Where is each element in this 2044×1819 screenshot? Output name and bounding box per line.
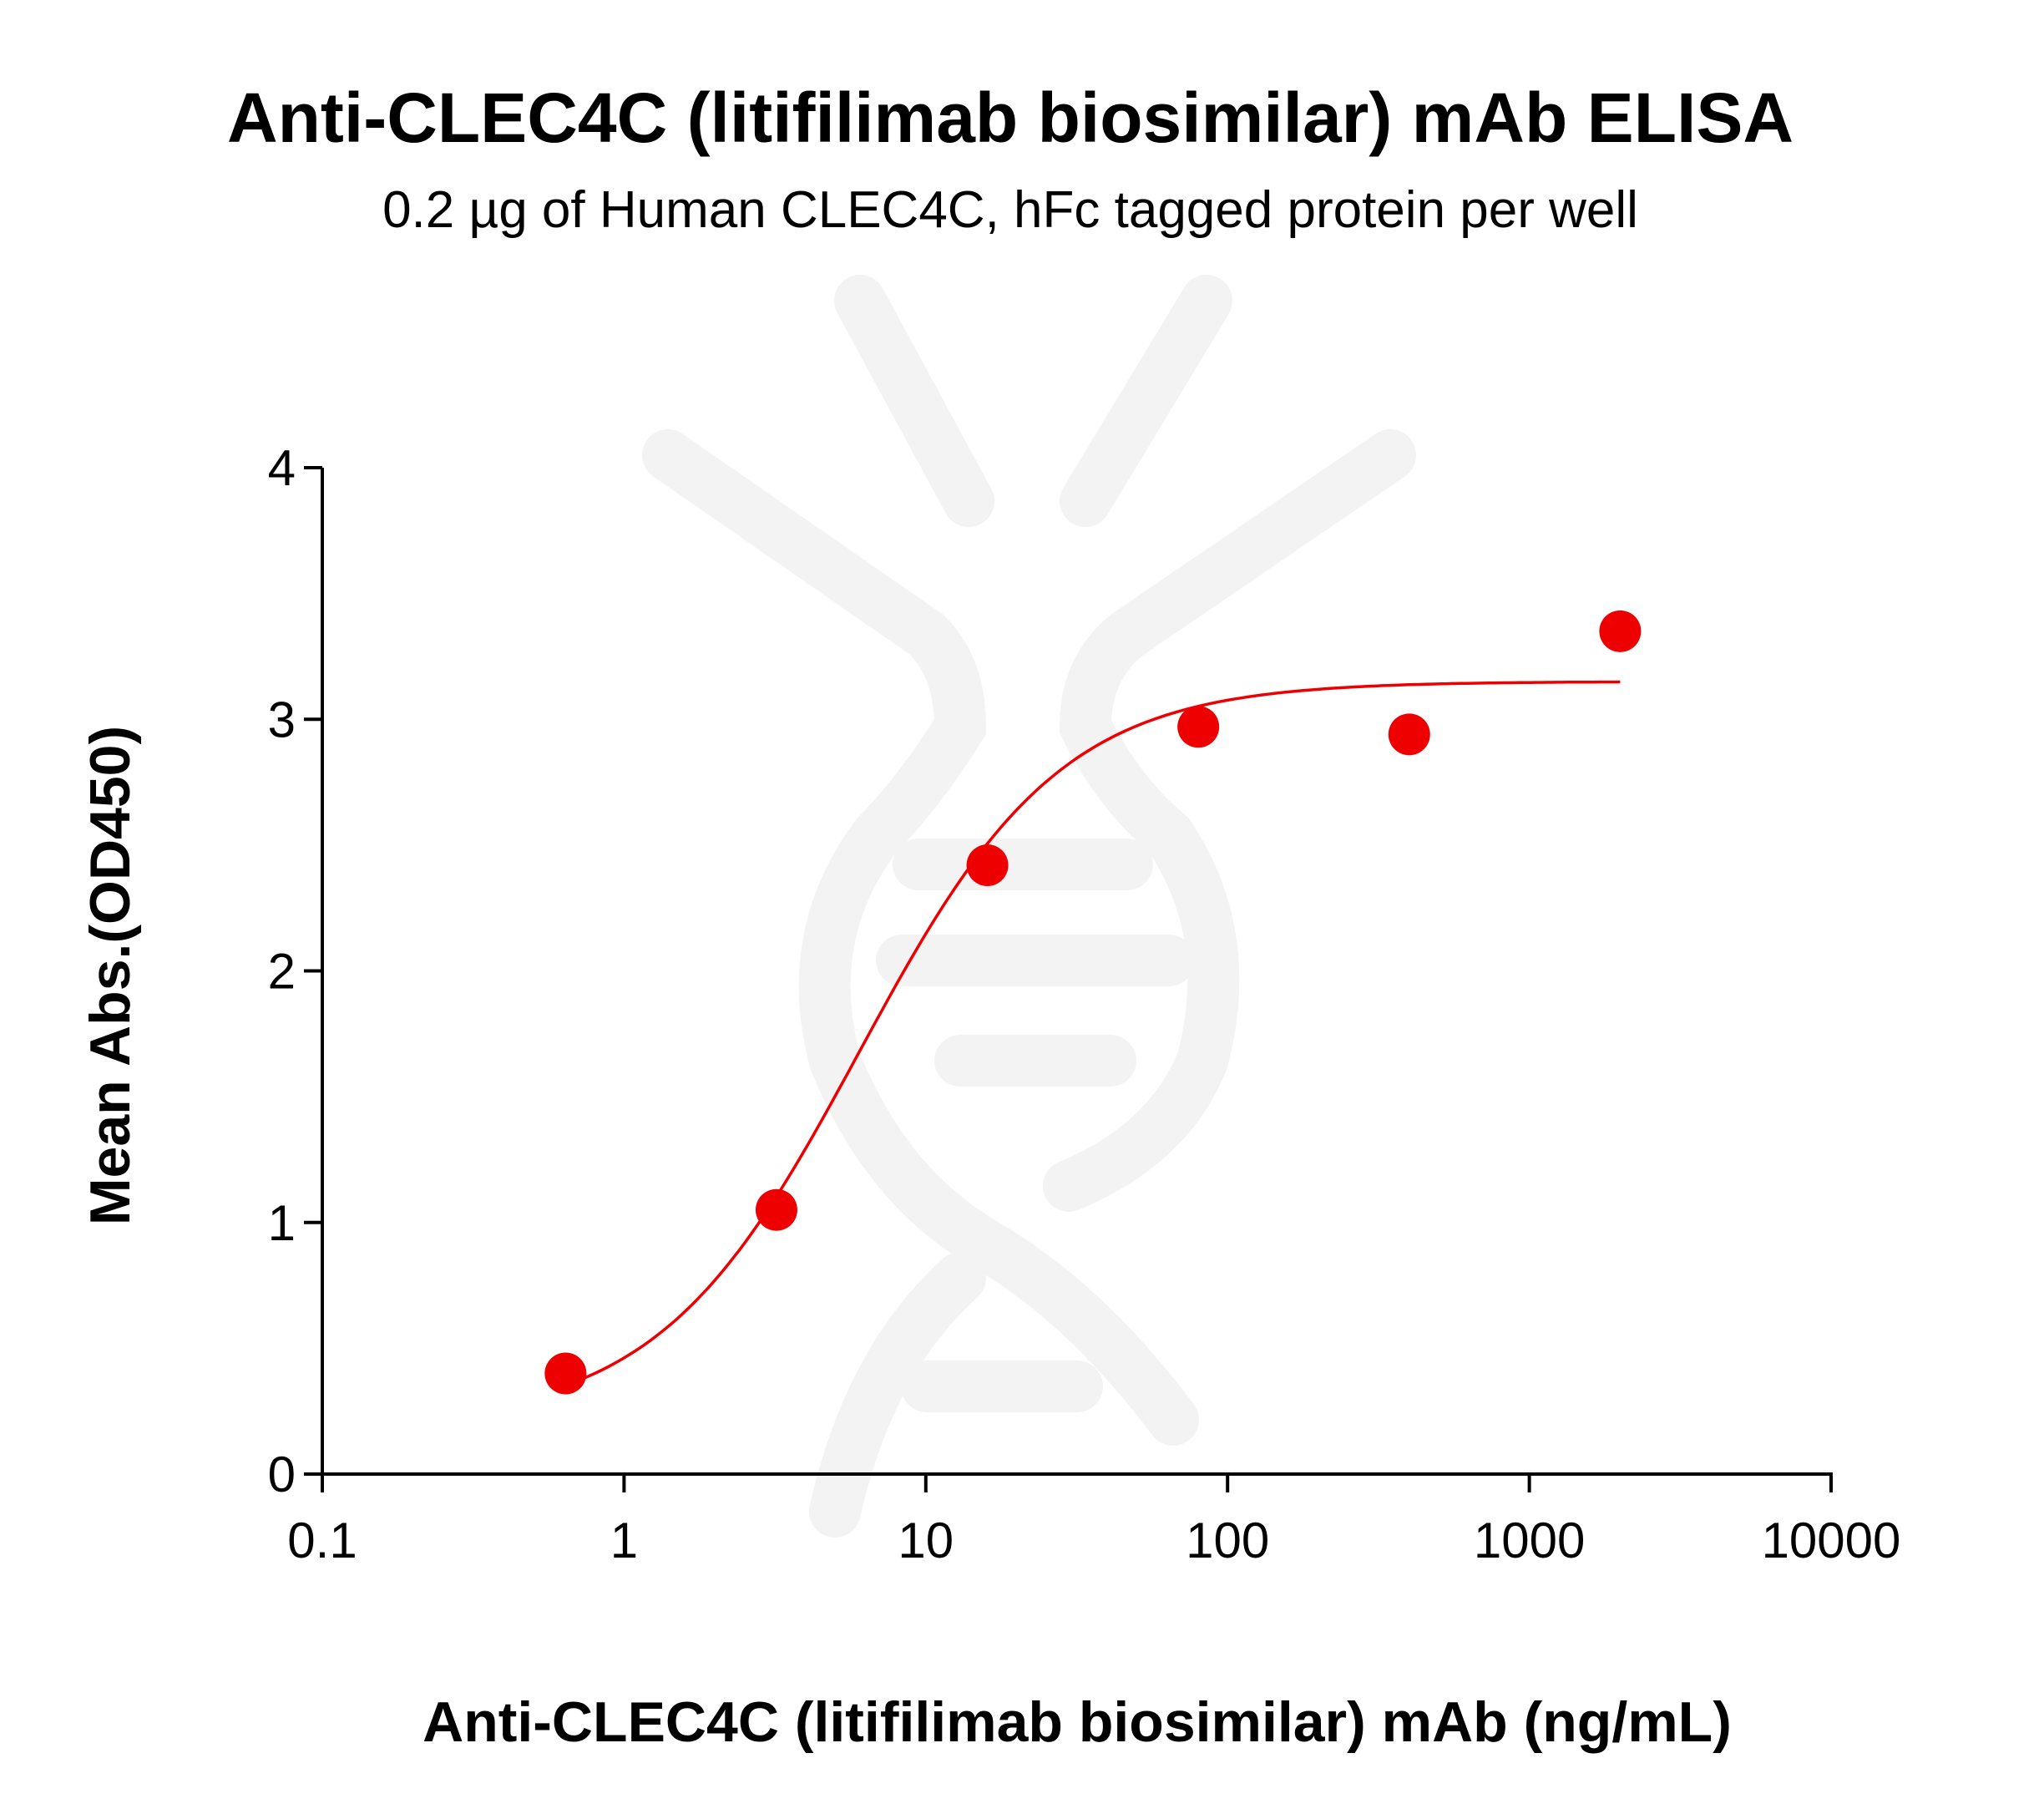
x-tick-label: 10000 — [1762, 1512, 1901, 1568]
axes: 0 1 2 3 4 0.1 1 10 100 1000 10000 — [268, 440, 1901, 1568]
watermark-logo — [642, 275, 1416, 1538]
x-axis-label: Anti-CLEC4C (litifilimab biosimilar) mAb… — [422, 1690, 1732, 1754]
x-tick-label: 0.1 — [287, 1512, 357, 1568]
y-tick-label: 2 — [268, 944, 296, 1000]
data-point — [1177, 706, 1220, 748]
chart-subtitle: 0.2 µg of Human CLEC4C, hFc tagged prote… — [382, 181, 1638, 239]
fit-curve — [564, 680, 1621, 1387]
data-point — [1599, 610, 1642, 652]
data-point — [966, 844, 1009, 886]
x-tick-label: 1 — [610, 1512, 638, 1568]
data-point — [1388, 713, 1430, 756]
x-tick-label: 100 — [1186, 1512, 1269, 1568]
y-tick-label: 4 — [268, 440, 296, 496]
plot-marks — [544, 610, 1642, 1395]
data-point — [755, 1188, 797, 1231]
x-tick-label: 1000 — [1474, 1512, 1585, 1568]
y-tick-label: 3 — [268, 692, 296, 747]
y-tick-label: 0 — [268, 1447, 296, 1502]
chart-title: Anti-CLEC4C (litifilimab biosimilar) mAb… — [227, 79, 1794, 157]
x-tick-label: 10 — [898, 1512, 954, 1568]
y-tick-label: 1 — [268, 1195, 296, 1251]
data-point — [544, 1352, 587, 1395]
y-axis-label: Mean Abs.(OD450) — [78, 726, 142, 1225]
